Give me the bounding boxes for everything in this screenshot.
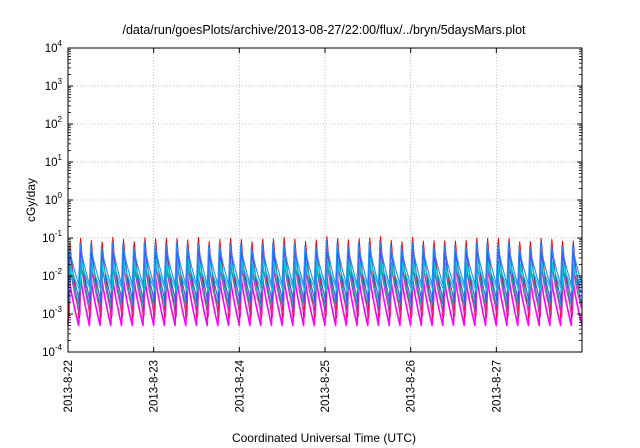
series-line (68, 247, 582, 302)
y-tick-label: 104 (45, 39, 63, 55)
y-tick-label: 10-1 (42, 229, 62, 245)
x-tick-label: 2013-8-26 (406, 360, 418, 412)
x-axis-label: Coordinated Universal Time (UTC) (232, 431, 416, 445)
y-tick-label: 10-3 (42, 305, 62, 321)
x-tick-label: 2013-8-22 (63, 360, 75, 412)
x-tick-label: 2013-8-27 (491, 360, 503, 412)
y-tick-label: 10-4 (42, 343, 62, 359)
chart-series-group (67, 235, 583, 327)
x-tick-label: 2013-8-25 (320, 360, 332, 412)
y-axis: 10-4 10-3 10-2 10-1 100 101 102 103 104 (42, 39, 582, 359)
y-tick-label: 103 (45, 77, 63, 93)
series-line (67, 254, 583, 305)
x-axis: 2013-8-22 2013-8-23 2013-8-24 2013-8-25 2013… (63, 48, 503, 412)
series-line (68, 264, 582, 317)
y-axis-label: cGy/day (24, 178, 38, 222)
y-tick-label: 10-2 (42, 267, 62, 283)
x-tick-label: 2013-8-23 (149, 360, 161, 412)
series-line (67, 240, 583, 285)
series-line (68, 257, 582, 292)
y-tick-label: 101 (45, 153, 63, 169)
y-tick-label: 102 (45, 115, 63, 131)
x-tick-label: 2013-8-24 (234, 359, 246, 412)
series-line (67, 270, 583, 327)
chart-title: /data/run/goesPlots/archive/2013-08-27/2… (122, 23, 526, 37)
y-tick-label: 100 (45, 191, 63, 207)
